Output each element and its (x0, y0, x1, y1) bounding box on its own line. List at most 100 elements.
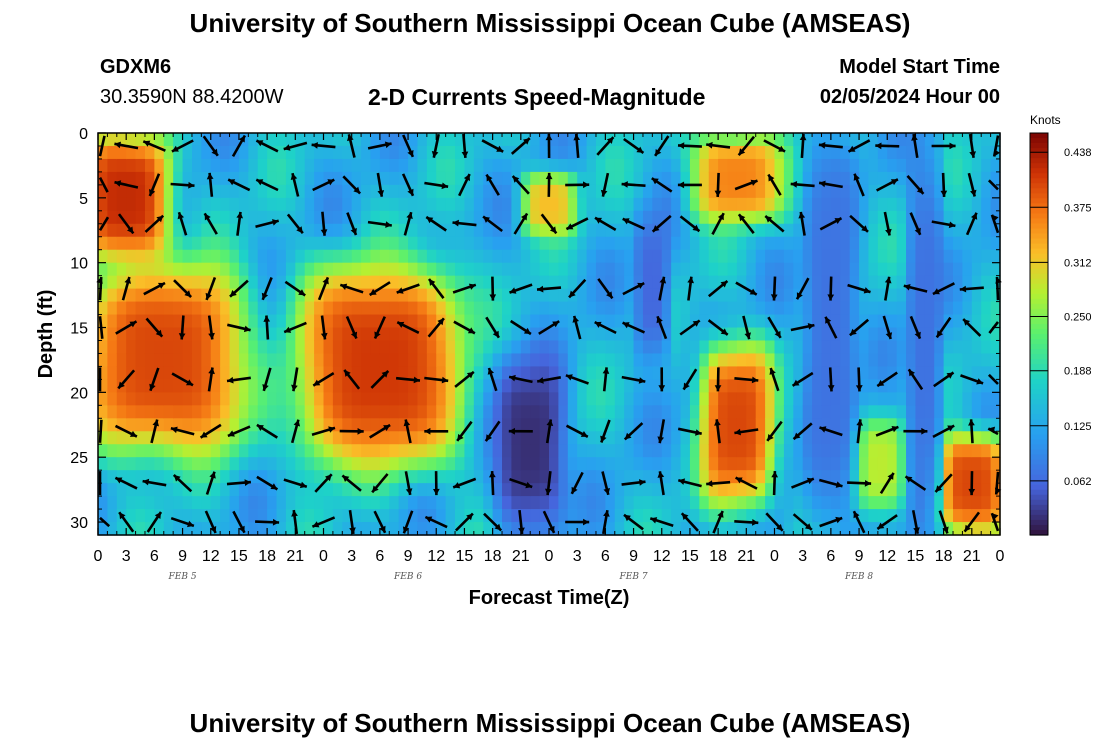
vector-arrowhead (856, 419, 863, 426)
heatmap-cell (830, 509, 841, 523)
heatmap-cell (614, 301, 625, 316)
heatmap-cell (943, 301, 954, 316)
heatmap-cell (220, 366, 231, 380)
heatmap-cell (614, 392, 625, 406)
heatmap-cell (220, 392, 231, 406)
heatmap-cell (661, 353, 672, 368)
vector-arrowhead (595, 217, 602, 224)
heatmap-cell (144, 353, 155, 368)
heatmap-cell (877, 379, 888, 393)
heatmap-cell (426, 288, 437, 303)
heatmap-cell (652, 418, 663, 432)
heatmap-cell (746, 301, 757, 316)
vector-arrowhead (369, 288, 377, 295)
vector-arrowhead (825, 316, 832, 324)
heatmap-cell (351, 405, 362, 419)
heatmap-cell (502, 392, 513, 406)
heatmap-cell (755, 431, 766, 445)
heatmap-cell (906, 444, 917, 458)
heatmap-cell (624, 133, 635, 147)
vector-arrowhead (114, 180, 122, 187)
heatmap-cell (229, 470, 240, 484)
heatmap-cell (924, 457, 935, 471)
heatmap-cell (896, 522, 907, 536)
heatmap-cell (257, 522, 268, 536)
heatmap-cell (417, 431, 428, 445)
heatmap-cell (342, 223, 353, 238)
heatmap-cell (953, 509, 964, 523)
heatmap-cell (351, 288, 362, 303)
heatmap-cell (389, 223, 400, 238)
heatmap-cell (652, 470, 663, 484)
heatmap-cell (981, 184, 992, 199)
heatmap-cell (774, 483, 785, 497)
vector-arrowhead (936, 330, 944, 338)
heatmap-cell (379, 210, 390, 225)
heatmap-cell (971, 223, 982, 238)
heatmap-cell (971, 314, 982, 329)
heatmap-cell (652, 301, 663, 316)
heatmap-cell (445, 133, 456, 147)
heatmap-cell (191, 353, 202, 368)
heatmap-cell (483, 288, 494, 303)
heatmap-cell (417, 392, 428, 406)
heatmap-cell (539, 418, 550, 432)
heatmap-cell (708, 158, 719, 173)
vector-arrowhead (572, 315, 579, 323)
heatmap-cell (765, 133, 776, 147)
heatmap-cell (520, 314, 531, 329)
heatmap-cell (238, 457, 249, 471)
vector-arrowhead (272, 219, 279, 226)
heatmap-cell (135, 158, 146, 173)
heatmap-cell (802, 197, 813, 212)
heatmap-cell (163, 171, 174, 186)
heatmap-cell (633, 496, 644, 510)
heatmap-cell (586, 496, 597, 510)
heatmap-cell (962, 340, 973, 355)
heatmap-cell (539, 470, 550, 484)
heatmap-cell (699, 133, 710, 147)
heatmap-cell (802, 288, 813, 303)
heatmap-cell (708, 522, 719, 536)
heatmap-cell (182, 340, 193, 355)
heatmap-cell (793, 522, 804, 536)
heatmap-cell (605, 249, 616, 264)
heatmap-cell (671, 314, 682, 329)
heatmap-cell (642, 496, 653, 510)
heatmap-cell (924, 145, 935, 160)
heatmap-cell (248, 392, 259, 406)
heatmap-cell (257, 353, 268, 368)
heatmap-cell (520, 223, 531, 238)
heatmap-cell (445, 509, 456, 523)
heatmap-cell (295, 236, 306, 251)
heatmap-cell (736, 379, 747, 393)
heatmap-cell (332, 431, 343, 445)
heatmap-cell (220, 275, 231, 290)
heatmap-cell (98, 444, 108, 458)
heatmap-cell (182, 470, 193, 484)
heatmap-cell (924, 171, 935, 186)
heatmap-cell (755, 379, 766, 393)
heatmap-cell (229, 223, 240, 238)
heatmap-cell (727, 288, 738, 303)
x-tick-label: 9 (629, 548, 638, 565)
heatmap-cell (990, 340, 1001, 355)
x-tick-label: 15 (907, 548, 925, 565)
heatmap-cell (530, 262, 541, 277)
heatmap-cell (774, 405, 785, 419)
heatmap-cell (238, 379, 249, 393)
x-tick-label: 0 (996, 548, 1005, 565)
heatmap-cell (304, 262, 315, 277)
heatmap-cell (887, 483, 898, 497)
heatmap-cell (661, 457, 672, 471)
heatmap-cell (549, 249, 559, 264)
heatmap-cell (445, 301, 456, 316)
heatmap-cell (962, 496, 973, 510)
heatmap-cell (755, 223, 766, 238)
heatmap-cell (144, 496, 155, 510)
vector-arrowhead (580, 431, 588, 437)
heatmap-cell (595, 288, 606, 303)
heatmap-cell (182, 223, 193, 238)
heatmap-cell (173, 483, 184, 497)
heatmap-cell (229, 392, 240, 406)
